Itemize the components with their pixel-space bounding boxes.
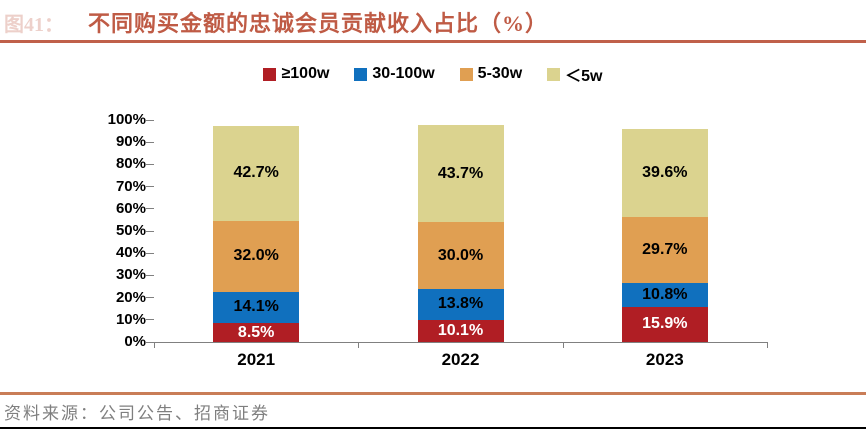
y-axis-label: 70% <box>115 177 146 195</box>
legend-label: 30-100w <box>372 65 435 82</box>
legend-item-2: 30-100w <box>354 65 435 83</box>
x-axis-label: 2021 <box>237 350 276 369</box>
page-bottom-border <box>0 427 866 429</box>
chart-title: 不同购买金额的忠诚会员贡献收入占比（%） <box>88 11 549 36</box>
bar-value-label: 42.7% <box>233 164 279 182</box>
y-axis-tick <box>146 119 154 121</box>
y-axis-tick <box>146 274 154 276</box>
y-axis-label: 60% <box>115 199 146 217</box>
y-axis-label: 10% <box>115 310 146 328</box>
y-axis-tick <box>146 297 154 299</box>
bar-segment-5-30w-2023: 29.7% <box>621 216 708 283</box>
x-axis-tick <box>562 342 564 348</box>
bar-segment-＜5w-2022: 43.7% <box>417 125 504 223</box>
chart-legend: ≥100w 30-100w 5-30w ＜5w <box>0 62 866 86</box>
bar-value-label: 32.0% <box>233 247 279 265</box>
bar-segment-≥100w-2022: 10.1% <box>417 319 504 342</box>
bar-segment-5-30w-2021: 32.0% <box>213 220 300 292</box>
bar-value-label: 15.9% <box>642 315 688 333</box>
bar-value-label: 10.8% <box>642 285 688 303</box>
x-axis-line <box>146 342 767 343</box>
legend-swatch-icon <box>547 67 561 81</box>
bar-value-label: 14.1% <box>233 298 279 316</box>
bar-value-label: 13.8% <box>437 295 484 313</box>
y-axis-label: 40% <box>115 244 146 262</box>
x-axis-tick <box>358 342 360 348</box>
legend-label: ＜5w <box>565 68 603 85</box>
bar-segment-30-100w-2022: 13.8% <box>417 288 504 320</box>
y-axis-label: 20% <box>115 288 146 306</box>
title-underline <box>0 40 866 43</box>
y-axis-tick <box>146 319 154 321</box>
footer-divider <box>0 392 866 395</box>
bar-segment-＜5w-2023: 39.6% <box>621 128 708 217</box>
bar-value-label: 30.0% <box>437 246 484 264</box>
legend-swatch-icon <box>459 67 473 81</box>
y-axis-label: 80% <box>115 155 146 173</box>
x-axis-tick <box>154 342 155 348</box>
y-axis-tick <box>146 163 154 165</box>
legend-item-1: ≥100w <box>263 65 329 83</box>
legend-item-3: 5-30w <box>459 65 523 83</box>
bar-segment-30-100w-2023: 10.8% <box>621 282 708 307</box>
bar-segment-30-100w-2021: 14.1% <box>213 291 300 324</box>
legend-item-4: ＜5w <box>547 62 603 86</box>
legend-label: 5-30w <box>477 65 523 82</box>
y-axis-label: 90% <box>115 133 146 151</box>
bar-value-label: 39.6% <box>642 163 688 181</box>
figure-number: 图41： <box>4 14 64 36</box>
y-axis-label: 0% <box>124 333 146 350</box>
bar-value-label: 10.1% <box>437 321 484 339</box>
x-axis-tick <box>767 342 768 348</box>
x-axis-label: 2022 <box>441 350 480 369</box>
bar-segment-5-30w-2022: 30.0% <box>417 222 504 289</box>
y-axis-tick <box>146 186 154 188</box>
bar-value-label: 8.5% <box>237 323 275 341</box>
bar-segment-≥100w-2021: 8.5% <box>213 323 300 342</box>
bar-2021: 8.5% 14.1% 32.0% 42.7% <box>213 120 300 342</box>
bar-2023: 15.9% 10.8% 29.7% 39.6% <box>621 120 708 342</box>
y-axis-label: 30% <box>115 266 146 284</box>
x-axis-label: 2023 <box>645 350 684 369</box>
legend-swatch-icon <box>354 67 368 81</box>
bar-value-label: 29.7% <box>642 240 688 258</box>
legend-swatch-icon <box>263 67 277 81</box>
y-axis-tick <box>146 208 154 210</box>
y-axis-tick <box>146 252 154 254</box>
y-axis-tick <box>146 230 154 232</box>
legend-label: ≥100w <box>281 65 330 82</box>
source-note: 资料来源：公司公告、招商证券 <box>4 404 270 423</box>
y-axis-label: 50% <box>115 222 146 239</box>
bar-value-label: 43.7% <box>437 164 484 182</box>
bar-segment-≥100w-2023: 15.9% <box>621 306 708 342</box>
bar-2022: 10.1% 13.8% 30.0% 43.7% <box>417 120 504 342</box>
y-axis-label: 100% <box>107 111 146 128</box>
y-axis-tick <box>146 141 154 143</box>
bar-segment-＜5w-2021: 42.7% <box>213 126 300 221</box>
